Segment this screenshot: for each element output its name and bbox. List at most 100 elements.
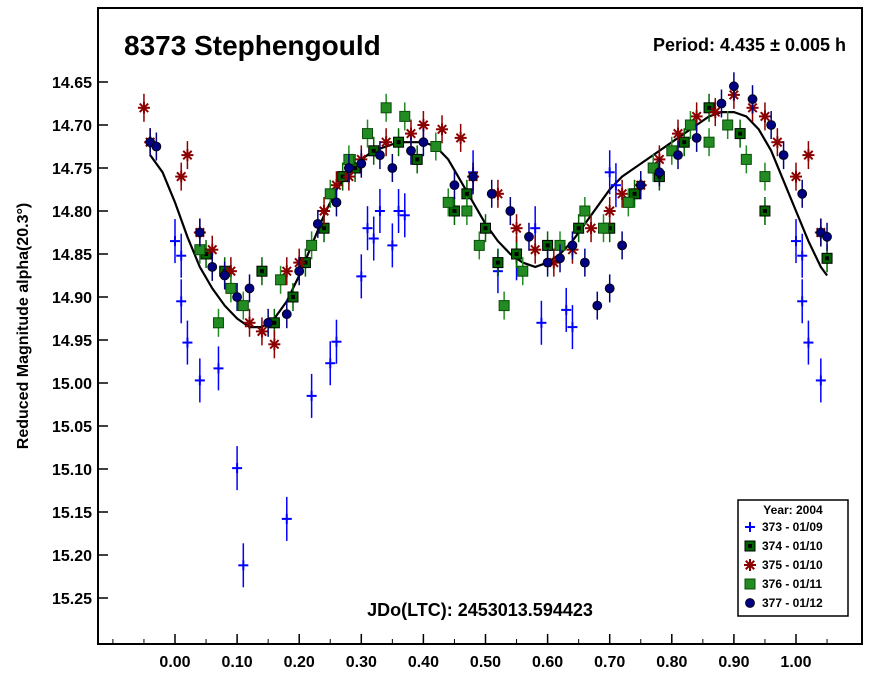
data-point <box>567 240 578 251</box>
legend-entry-label: 373 - 01/09 <box>762 520 823 534</box>
data-point <box>182 337 193 348</box>
data-point <box>237 300 249 312</box>
data-point <box>573 222 585 234</box>
data-point <box>722 119 734 131</box>
y-tick-label: 15.05 <box>52 419 92 436</box>
y-tick-label: 14.95 <box>52 333 92 350</box>
data-point <box>181 149 194 162</box>
data-point <box>356 271 367 282</box>
legend-title: Year: 2004 <box>763 503 823 517</box>
legend-marker <box>744 540 756 552</box>
data-points <box>137 72 833 588</box>
data-point <box>797 296 808 307</box>
data-point <box>175 170 188 183</box>
data-point <box>542 257 553 268</box>
data-point <box>387 163 398 173</box>
data-point <box>255 325 268 338</box>
data-point <box>480 222 491 234</box>
data-point <box>294 266 305 277</box>
x-tick-label: 0.50 <box>470 654 501 671</box>
y-tick-label: 14.85 <box>52 247 92 264</box>
legend-marker <box>744 559 756 571</box>
data-point <box>331 197 342 208</box>
data-point <box>579 257 590 268</box>
data-point <box>678 136 690 148</box>
data-point <box>411 153 423 165</box>
data-point <box>374 206 385 216</box>
legend-box <box>737 499 849 617</box>
data-point <box>170 236 180 247</box>
data-point <box>505 206 516 216</box>
x-tick-label: 0.00 <box>159 654 190 671</box>
data-point <box>176 296 187 307</box>
legend: Year: 2004 373 - 01/09 374 - 01/10 375 - 0… <box>737 499 849 617</box>
data-point <box>454 131 467 144</box>
y-tick-label: 15.25 <box>52 591 92 608</box>
data-point <box>585 222 598 235</box>
data-point <box>418 137 429 148</box>
data-point <box>238 560 249 571</box>
data-point <box>511 248 523 260</box>
data-point <box>604 283 615 294</box>
x-tick-label: 0.40 <box>408 654 439 671</box>
data-point <box>436 123 449 136</box>
data-point <box>232 292 243 302</box>
x-tick-label: 0.30 <box>346 654 377 671</box>
data-point <box>275 274 287 286</box>
data-point <box>306 239 318 251</box>
data-point <box>137 101 150 114</box>
data-point <box>822 231 832 242</box>
y-tick-label: 14.65 <box>52 75 92 92</box>
data-point <box>654 167 665 178</box>
data-point <box>802 149 815 162</box>
data-point <box>684 119 696 131</box>
x-tick-label: 0.90 <box>718 654 749 671</box>
data-point <box>393 136 405 148</box>
data-point <box>406 145 416 156</box>
data-point <box>306 390 317 401</box>
y-tick-label: 14.80 <box>52 204 92 221</box>
data-point <box>206 243 219 256</box>
data-point <box>343 163 354 173</box>
plot-frame <box>97 7 863 645</box>
data-point <box>312 218 323 229</box>
fit-curve <box>149 111 828 329</box>
data-point <box>448 205 460 217</box>
data-point <box>821 252 833 264</box>
data-point <box>729 81 739 92</box>
x-tick-label: 0.20 <box>284 654 315 671</box>
legend-entry-label: 374 - 01/10 <box>762 539 823 553</box>
y-tick-label: 15.00 <box>52 376 92 393</box>
data-point <box>356 158 367 169</box>
data-point <box>207 261 218 272</box>
data-point <box>709 106 722 119</box>
fit-curve-line <box>149 111 828 329</box>
data-point <box>561 304 572 315</box>
data-point <box>747 94 758 105</box>
y-tick-label: 15.10 <box>52 462 92 479</box>
data-point <box>766 120 777 130</box>
data-point <box>362 128 374 140</box>
data-point <box>530 223 541 234</box>
data-point <box>690 110 703 123</box>
legend-marker <box>745 598 755 608</box>
data-point <box>244 283 255 294</box>
data-point <box>194 227 205 238</box>
data-point <box>567 322 578 333</box>
data-point <box>597 222 609 234</box>
data-point <box>498 300 510 312</box>
data-point <box>529 243 542 256</box>
data-point <box>616 187 629 200</box>
axis-ticks: 0.00 0.10 0.20 0.30 0.40 0.50 0.60 0.70 0.80 0.90… <box>52 75 828 671</box>
data-point <box>510 222 523 235</box>
data-point <box>387 240 398 251</box>
data-point <box>797 188 808 199</box>
data-point <box>610 180 621 191</box>
data-point <box>151 141 162 152</box>
data-point <box>524 231 534 242</box>
legend-marker <box>744 578 756 590</box>
data-point <box>703 136 715 148</box>
data-point <box>331 336 342 347</box>
y-tick-label: 15.20 <box>52 548 92 565</box>
